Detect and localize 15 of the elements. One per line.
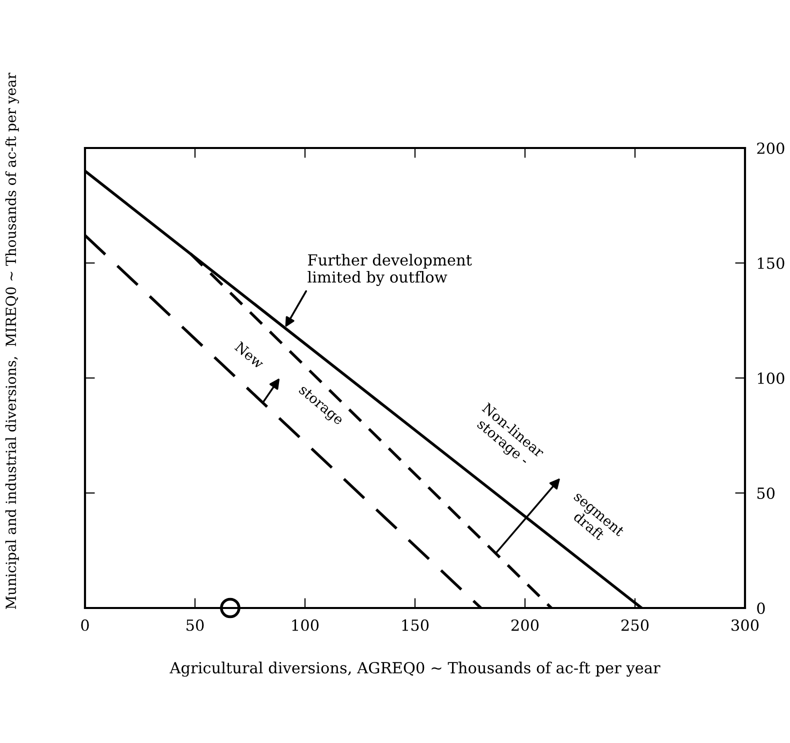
- y-tick-label: 50: [757, 487, 775, 500]
- x-tick-label: 150: [402, 619, 429, 631]
- x-tick-label: 300: [732, 619, 759, 631]
- x-tick-label: 50: [186, 619, 204, 631]
- y-tick-label: 200: [757, 142, 784, 154]
- y-tick-label: 0: [757, 602, 765, 614]
- x-tick-label: 200: [511, 619, 539, 631]
- y-tick-label: 100: [758, 372, 784, 384]
- x-tick-label: 100: [292, 619, 319, 631]
- x-tick-label: 250: [621, 619, 649, 631]
- x-axis-title: Agricultural diversions, AGREQ0 ~ Thousands of ac-ft per year: [170, 662, 660, 677]
- x-tick-label: 0: [81, 619, 89, 631]
- y-axis-title: Municipal and industrial diversions, MIREQ0 ~ Thousands of ac-ft per year: [5, 72, 19, 610]
- annotation: Further development limited by outflow: [308, 254, 472, 286]
- y-tick-label: 150: [758, 257, 784, 270]
